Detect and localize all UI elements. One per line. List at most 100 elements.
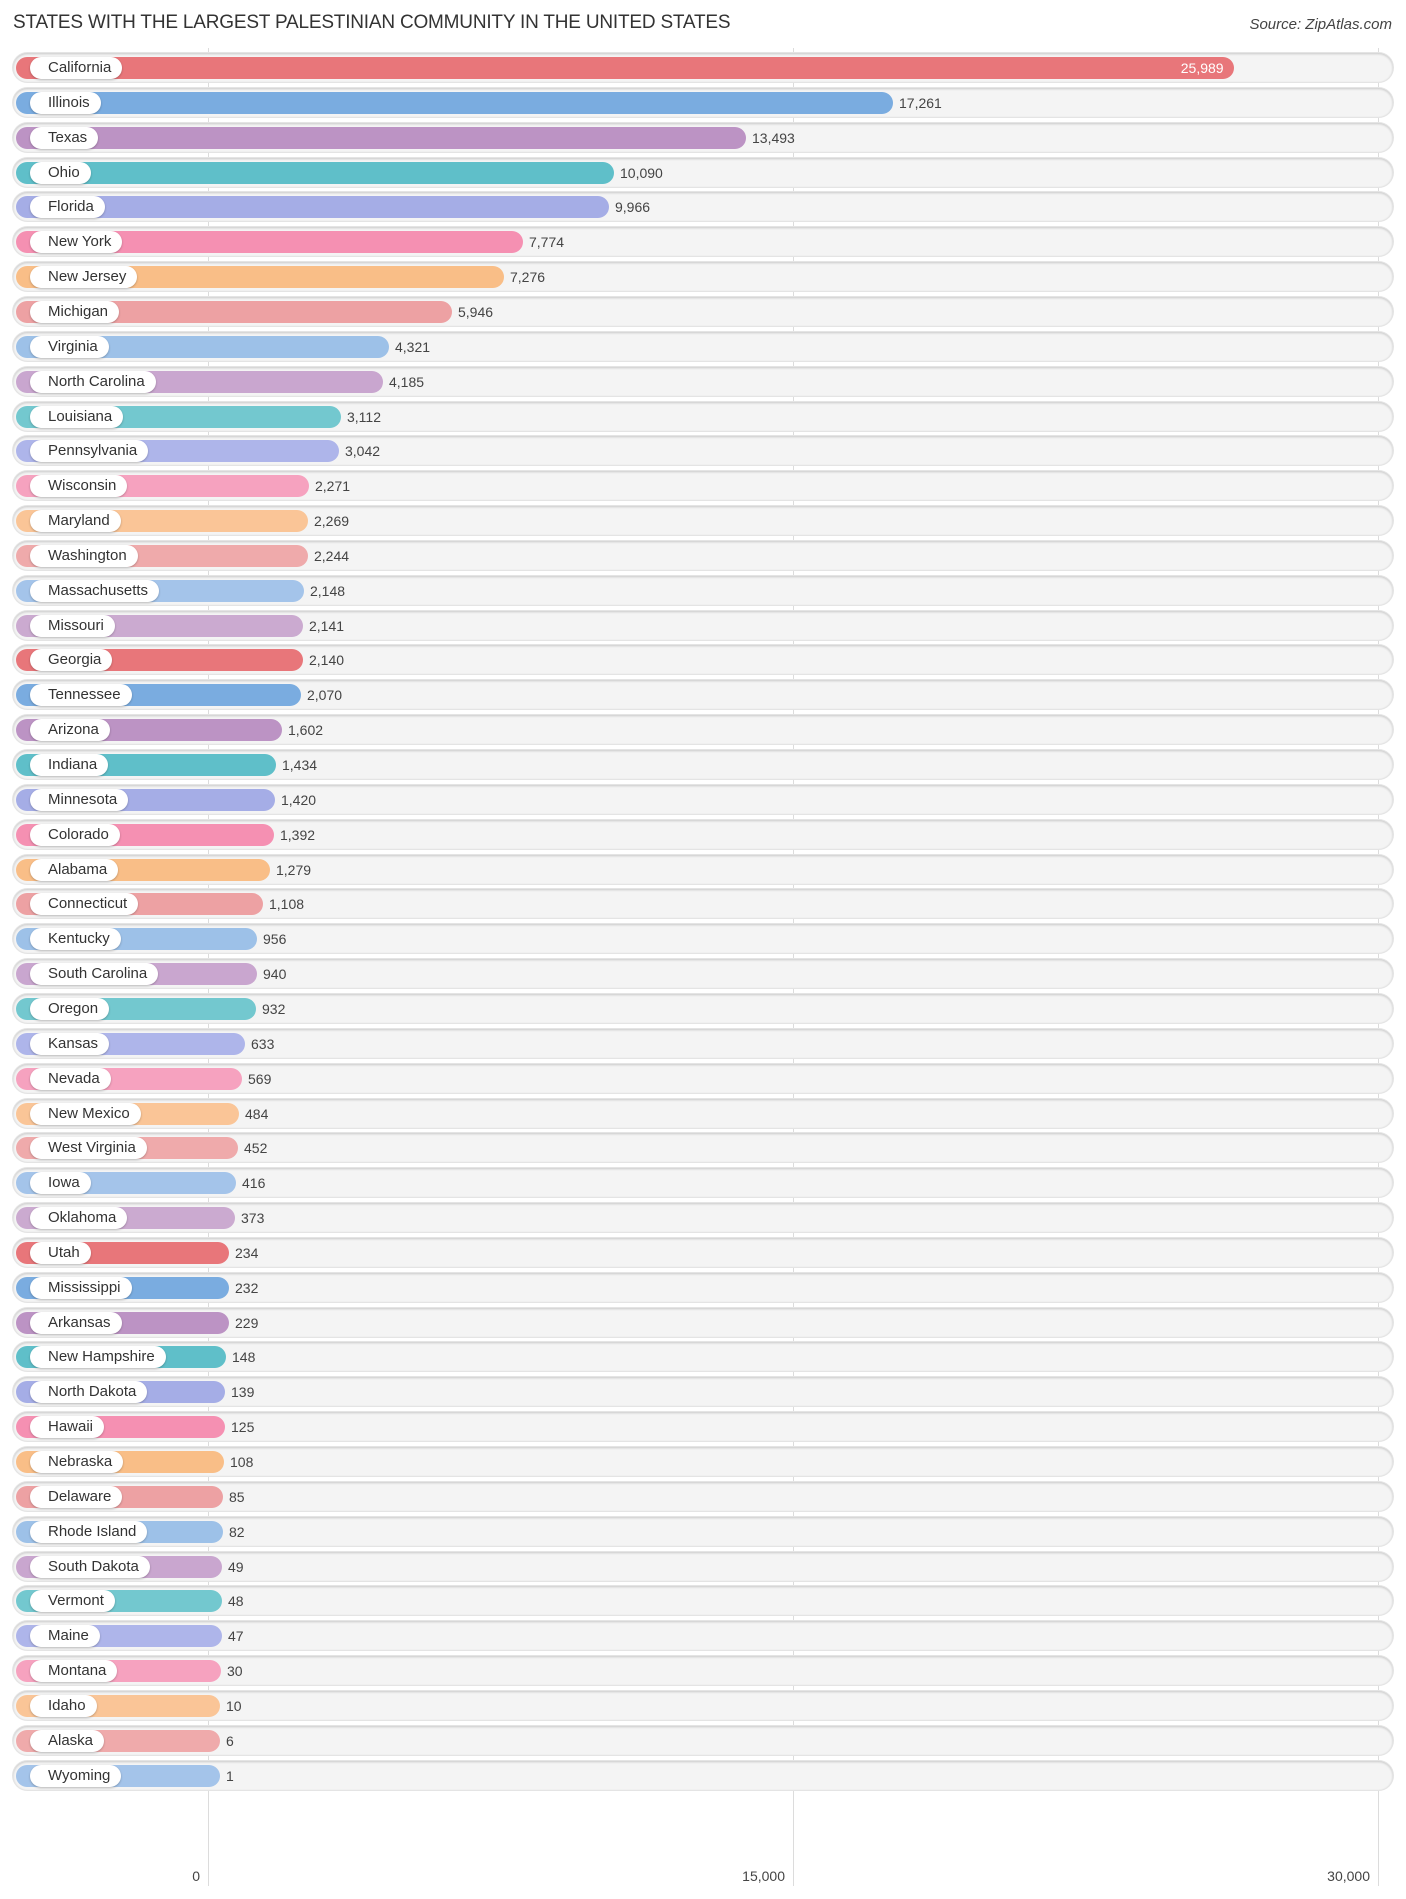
value-label: 1,434 xyxy=(282,757,318,773)
value-label: 85 xyxy=(229,1489,245,1505)
value-label: 13,493 xyxy=(752,130,795,146)
value-label: 1,420 xyxy=(281,792,317,808)
bar-row: South Carolina 940 xyxy=(13,959,1393,988)
bar-row: Nevada 569 xyxy=(13,1064,1393,1093)
value-label: 1,108 xyxy=(269,896,305,912)
bar-row: Nebraska 108 xyxy=(13,1447,1393,1476)
value-label: 2,141 xyxy=(309,618,345,634)
bar[interactable] xyxy=(16,57,1234,79)
x-axis-tick-label: 0 xyxy=(192,1868,200,1884)
value-label: 1 xyxy=(226,1768,234,1784)
chart-title: STATES WITH THE LARGEST PALESTINIAN COMM… xyxy=(13,12,731,33)
value-label: 148 xyxy=(232,1349,256,1365)
value-label: 25,989 xyxy=(1180,60,1224,76)
bar[interactable] xyxy=(16,266,504,288)
x-axis-tick-label: 30,000 xyxy=(1327,1868,1370,1884)
bar-row: New Jersey 7,276 xyxy=(13,262,1393,291)
value-label: 1,392 xyxy=(280,827,316,843)
value-label: 232 xyxy=(235,1280,259,1296)
bar[interactable] xyxy=(16,301,452,323)
bar-row: Louisiana 3,112 xyxy=(13,402,1393,431)
bar[interactable] xyxy=(16,92,893,114)
state-label: Arkansas xyxy=(30,1312,122,1334)
bar-row: Delaware 85 xyxy=(13,1482,1393,1511)
value-label: 3,112 xyxy=(347,409,381,425)
value-label: 1,602 xyxy=(288,722,324,738)
state-label: New Hampshire xyxy=(30,1346,166,1368)
bar-row: Missouri 2,141 xyxy=(13,611,1393,640)
bar-row: Kansas 633 xyxy=(13,1029,1393,1058)
bar[interactable] xyxy=(16,162,614,184)
bar-row: South Dakota 49 xyxy=(13,1552,1393,1581)
x-axis-tick-label: 15,000 xyxy=(742,1868,785,1884)
value-label: 6 xyxy=(226,1733,234,1749)
source-label: Source: ZipAtlas.com xyxy=(1249,16,1392,33)
value-label: 569 xyxy=(248,1071,272,1087)
bar-row: Florida 9,966 xyxy=(13,192,1393,221)
bar-row: California 25,989 xyxy=(13,53,1393,82)
bar-row: New York 7,774 xyxy=(13,227,1393,256)
bar-row: Maryland 2,269 xyxy=(13,506,1393,535)
value-label: 49 xyxy=(228,1559,244,1575)
bar-row: Maine 47 xyxy=(13,1621,1393,1650)
state-label: Iowa xyxy=(30,1172,91,1194)
bar-row: Idaho 10 xyxy=(13,1691,1393,1720)
state-label: Pennsylvania xyxy=(30,440,149,462)
value-label: 940 xyxy=(263,966,287,982)
value-label: 484 xyxy=(245,1106,269,1122)
state-label: Oklahoma xyxy=(30,1207,128,1229)
value-label: 956 xyxy=(263,931,287,947)
bar-row: Massachusetts 2,148 xyxy=(13,576,1393,605)
value-label: 3,042 xyxy=(345,443,381,459)
bar-row: North Carolina 4,185 xyxy=(13,367,1393,396)
state-label: Illinois xyxy=(30,92,101,114)
bar-row: New Mexico 484 xyxy=(13,1099,1393,1128)
bar[interactable] xyxy=(16,127,746,149)
state-label: West Virginia xyxy=(30,1137,147,1159)
value-label: 416 xyxy=(242,1175,266,1191)
value-label: 452 xyxy=(244,1140,268,1156)
state-label: Rhode Island xyxy=(30,1521,148,1543)
state-label: New Jersey xyxy=(30,266,138,288)
state-label: Montana xyxy=(30,1660,118,1682)
value-label: 373 xyxy=(241,1210,265,1226)
value-label: 108 xyxy=(230,1454,254,1470)
bar-row: Wyoming 1 xyxy=(13,1761,1393,1790)
state-label: Utah xyxy=(30,1242,91,1264)
value-label: 234 xyxy=(235,1245,259,1261)
state-label: Vermont xyxy=(30,1590,115,1612)
state-label: Virginia xyxy=(30,336,109,358)
bar-row: North Dakota 139 xyxy=(13,1377,1393,1406)
bar-row: Hawaii 125 xyxy=(13,1412,1393,1441)
value-label: 4,321 xyxy=(395,339,431,355)
bar-row: Kentucky 956 xyxy=(13,924,1393,953)
bar[interactable] xyxy=(16,336,389,358)
state-label: New York xyxy=(30,231,123,253)
bar-row: Iowa 416 xyxy=(13,1168,1393,1197)
bar-row: Montana 30 xyxy=(13,1656,1393,1685)
bar-row: Washington 2,244 xyxy=(13,541,1393,570)
state-label: Texas xyxy=(30,127,99,149)
state-label: Nebraska xyxy=(30,1451,124,1473)
bar-row: Connecticut 1,108 xyxy=(13,889,1393,918)
bar[interactable] xyxy=(16,196,609,218)
state-label: Louisiana xyxy=(30,406,124,428)
bar-row: Alaska 6 xyxy=(13,1726,1393,1755)
bar-row: Ohio 10,090 xyxy=(13,158,1393,187)
state-label: Maryland xyxy=(30,510,121,532)
bar-row: Mississippi 232 xyxy=(13,1273,1393,1302)
bar-row: Arizona 1,602 xyxy=(13,715,1393,744)
state-label: Maine xyxy=(30,1625,100,1647)
value-label: 2,140 xyxy=(309,652,345,668)
state-label: Michigan xyxy=(30,301,120,323)
state-label: Delaware xyxy=(30,1486,123,1508)
value-label: 48 xyxy=(228,1593,244,1609)
state-label: California xyxy=(30,57,123,79)
value-label: 7,276 xyxy=(510,269,546,285)
state-label: Missouri xyxy=(30,615,115,637)
state-label: South Carolina xyxy=(30,963,159,985)
state-label: Wisconsin xyxy=(30,475,128,497)
bar[interactable] xyxy=(16,231,523,253)
state-label: Georgia xyxy=(30,649,113,671)
